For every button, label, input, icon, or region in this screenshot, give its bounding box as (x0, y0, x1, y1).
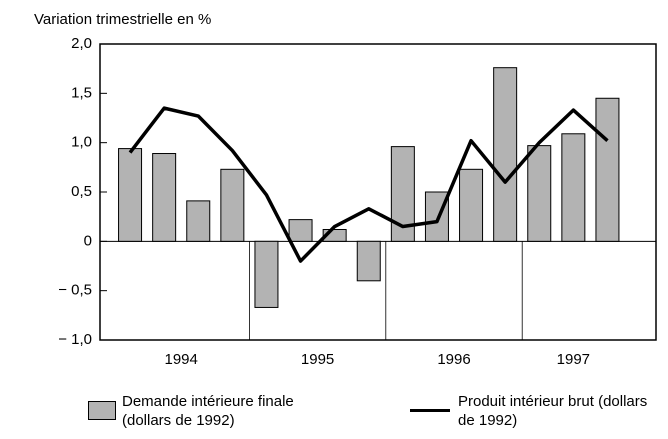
bar (459, 168, 484, 242)
bar (390, 146, 415, 242)
y-tick-label: 1,5 (71, 84, 92, 101)
y-tick-label: − 0,5 (58, 282, 92, 299)
legend-swatch (410, 409, 450, 412)
bar (561, 133, 586, 242)
legend-label: Produit intérieur brut (dollars de 1992) (458, 393, 648, 429)
y-tick-label: 1,0 (71, 134, 92, 151)
bar (152, 153, 177, 242)
year-label: 1994 (165, 351, 198, 368)
bar (322, 228, 347, 242)
y-axis-label: Variation trimestrielle en % (34, 11, 211, 28)
legend-label: Demande intérieure finale (dollars de 19… (122, 393, 294, 429)
bar (493, 67, 518, 242)
bar (288, 219, 313, 242)
y-tick-label: 0 (84, 232, 92, 249)
bar (527, 145, 552, 242)
y-tick-label: 0,5 (71, 183, 92, 200)
year-label: 1997 (557, 351, 590, 368)
bar (595, 97, 620, 242)
y-tick-label: − 1,0 (58, 331, 92, 348)
bar (254, 240, 279, 308)
legend-swatch (88, 401, 116, 420)
bar (220, 168, 245, 242)
year-label: 1996 (437, 351, 470, 368)
bar (118, 148, 143, 242)
bar (186, 200, 211, 242)
bar (356, 240, 381, 282)
y-tick-label: 2,0 (71, 35, 92, 52)
line (128, 106, 609, 263)
year-label: 1995 (301, 351, 334, 368)
